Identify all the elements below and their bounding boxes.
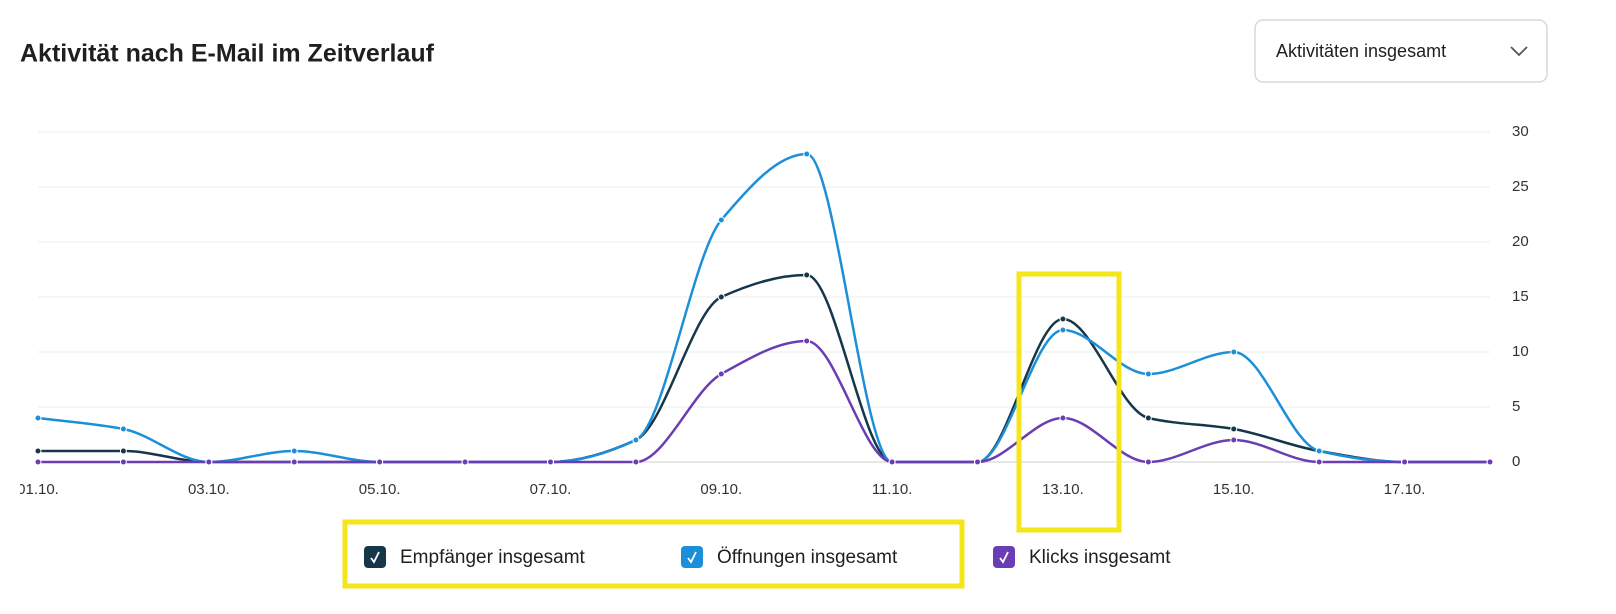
- data-point: [546, 458, 554, 466]
- data-point: [1230, 436, 1238, 444]
- x-tick-label: 01.10.: [17, 481, 59, 498]
- data-point: [803, 337, 811, 345]
- data-point: [1059, 326, 1067, 334]
- data-point: [119, 425, 127, 433]
- y-tick-label: 30: [1512, 123, 1529, 140]
- chart-title: Aktivität nach E-Mail im Zeitverlauf: [20, 40, 435, 68]
- legend-check: [999, 551, 1009, 564]
- dropdown-box[interactable]: [1254, 19, 1548, 83]
- dropdown-chevron[interactable]: [1510, 46, 1528, 57]
- data-point: [632, 436, 640, 444]
- data-point: [1059, 414, 1067, 422]
- x-tick-label: 07.10.: [530, 481, 572, 498]
- x-tick-label: 17.10.: [1384, 481, 1426, 498]
- data-point: [1059, 315, 1067, 323]
- x-tick-label: 13.10.: [1042, 481, 1084, 498]
- highlight-box: [342, 519, 965, 589]
- data-point: [34, 414, 42, 422]
- data-point: [1230, 348, 1238, 356]
- series-line: [38, 339, 1490, 464]
- y-tick-label: 25: [1512, 178, 1529, 195]
- series-line: [37, 273, 1490, 464]
- legend-label: Empfänger insgesamt: [400, 547, 586, 568]
- data-point: [1144, 370, 1152, 378]
- data-point: [888, 458, 896, 466]
- data-point: [205, 458, 213, 466]
- plot-area: 01.10. 03.10. 05.10. 07.10. 09.10. 11.10. 13.1…: [17, 131, 1494, 498]
- legend-label: Klicks insgesamt: [1029, 547, 1171, 568]
- data-point: [1486, 458, 1494, 466]
- data-point: [1144, 414, 1152, 422]
- legend: Empfänger insgesamt Öffnungen insgesamt Kl…: [364, 546, 1171, 568]
- data-point: [974, 458, 982, 466]
- x-tick-label: 05.10.: [359, 481, 401, 498]
- legend-checkbox[interactable]: [681, 546, 703, 568]
- data-point: [290, 447, 298, 455]
- y-tick-label: 15: [1512, 288, 1529, 305]
- data-point: [119, 458, 127, 466]
- y-tick-label: 5: [1512, 398, 1520, 415]
- data-point: [119, 447, 127, 455]
- data-point: [376, 458, 384, 466]
- dropdown-label[interactable]: Aktivitäten insgesamt: [1276, 41, 1446, 61]
- y-tick-label: 0: [1512, 453, 1520, 470]
- data-point: [803, 271, 811, 279]
- legend-checkbox[interactable]: [993, 546, 1015, 568]
- x-tick-label: 03.10.: [188, 481, 230, 498]
- data-point: [803, 150, 811, 158]
- data-point: [34, 458, 42, 466]
- data-point: [632, 458, 640, 466]
- y-tick-label: 20: [1512, 233, 1529, 250]
- dropdown[interactable]: Aktivitäten insgesamt: [1254, 19, 1548, 83]
- x-tick-label: 15.10.: [1213, 481, 1255, 498]
- data-point: [1401, 458, 1409, 466]
- legend-check: [687, 551, 697, 564]
- data-point: [1144, 458, 1152, 466]
- data-point: [1230, 425, 1238, 433]
- data-point: [461, 458, 469, 466]
- legend-checkbox[interactable]: [364, 546, 386, 568]
- data-point: [34, 447, 42, 455]
- legend-check: [370, 551, 380, 564]
- data-point: [290, 458, 298, 466]
- data-point: [717, 216, 725, 224]
- series-line: [37, 152, 1490, 464]
- data-point: [717, 370, 725, 378]
- data-point: [1315, 447, 1323, 455]
- data-point: [717, 293, 725, 301]
- legend-label: Öffnungen insgesamt: [717, 547, 898, 568]
- highlight-box: [1016, 271, 1122, 533]
- data-point: [1315, 458, 1323, 466]
- x-tick-label: 11.10.: [872, 481, 913, 498]
- x-tick-label: 09.10.: [700, 481, 742, 498]
- y-tick-label: 10: [1512, 343, 1529, 360]
